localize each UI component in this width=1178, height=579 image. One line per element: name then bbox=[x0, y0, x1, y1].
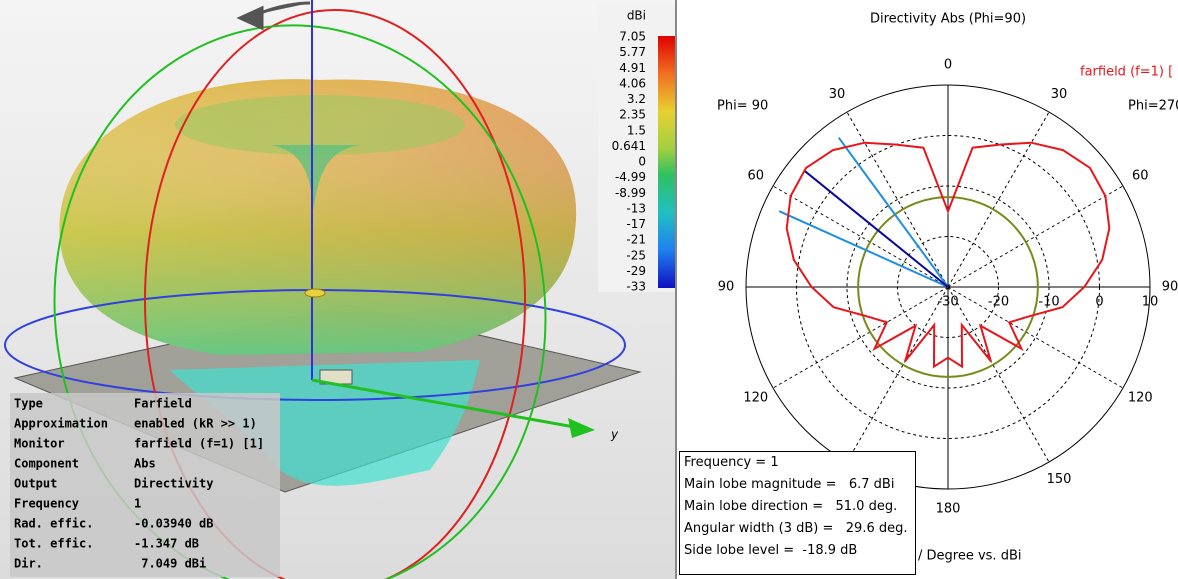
chart-title: Directivity Abs (Phi=90) bbox=[870, 12, 1026, 27]
info-value: -0.03940 dB bbox=[134, 517, 213, 531]
info-key: Dir. bbox=[14, 557, 43, 571]
spoke bbox=[947, 286, 1050, 463]
pattern-null bbox=[270, 145, 360, 210]
pattern-curve bbox=[785, 141, 1111, 369]
spoke bbox=[846, 111, 949, 288]
info-value: farfield (f=1) [1] bbox=[134, 437, 264, 451]
colorbar-tick-label: -4.99 bbox=[615, 170, 646, 184]
farfield-3d-view: y dBi 7.055.77 4.914.06 3.2 2.351.5 0.641 0-4… bbox=[0, 0, 677, 579]
r-tick-label: 10 bbox=[1142, 295, 1159, 310]
angle-tick-label: 60 bbox=[1132, 169, 1149, 184]
angle-tick-label: 60 bbox=[747, 169, 764, 184]
colorbar-tick-label: 5.77 bbox=[619, 45, 646, 59]
theta-circle-2 bbox=[53, 24, 547, 579]
angle-tick-label: 90 bbox=[1162, 280, 1178, 295]
colorbar-tick-label: 0 bbox=[638, 155, 646, 169]
colorbar-tick-label: 0.641 bbox=[612, 139, 646, 153]
info-key: Component bbox=[14, 457, 79, 471]
info-key: Rad. effic. bbox=[14, 517, 93, 531]
colorbar-tick-label: -33 bbox=[626, 280, 646, 294]
info-key: Output bbox=[14, 477, 57, 491]
info-key: Frequency bbox=[14, 497, 79, 511]
axis-label: y bbox=[610, 428, 619, 442]
legend-entry: farfield (f=1) [ bbox=[1080, 65, 1173, 80]
beam-edge bbox=[837, 137, 949, 288]
colorbar-tick-label: -25 bbox=[626, 248, 646, 262]
spoke bbox=[772, 185, 949, 288]
info-value: Farfield bbox=[134, 397, 192, 411]
colorbar-unit: dBi bbox=[627, 9, 646, 23]
spoke bbox=[772, 286, 949, 389]
info-table: Type Farfield Approximation enabled (kR >> … bbox=[14, 397, 264, 571]
r-tick-label: -20 bbox=[988, 295, 1009, 310]
info-key: Tot. effic. bbox=[14, 537, 93, 551]
results-box: Frequency = 1 Main lobe magnitude = 6.7 d… bbox=[679, 451, 916, 575]
colorbar-tick-label: -29 bbox=[626, 264, 646, 278]
spoke bbox=[947, 185, 1124, 288]
colorbar-tick-label: 1.5 bbox=[627, 123, 646, 137]
angle-tick-label: 120 bbox=[743, 391, 768, 406]
result-line: Main lobe direction = 51.0 deg. bbox=[684, 499, 898, 514]
colorbar-tick-label: -21 bbox=[626, 233, 646, 247]
feed-marker bbox=[304, 288, 326, 298]
pattern-dish bbox=[175, 95, 465, 155]
result-line: Side lobe level = -18.9 dB bbox=[684, 543, 858, 558]
result-line: Main lobe magnitude = 6.7 dBi bbox=[684, 477, 895, 492]
y-axis-arrow bbox=[568, 418, 595, 438]
angle-tick-label: 0 bbox=[944, 58, 952, 73]
info-value: -1.347 dB bbox=[134, 537, 199, 551]
grid-ring bbox=[745, 84, 1151, 490]
result-line: Frequency = 1 bbox=[684, 455, 779, 470]
grid-ring bbox=[897, 236, 999, 338]
angle-tick-label: 150 bbox=[1047, 472, 1072, 487]
y-axis bbox=[311, 378, 581, 430]
r-tick-label: -30 bbox=[937, 295, 958, 310]
info-value: enabled (kR >> 1) bbox=[134, 417, 257, 431]
spoke bbox=[947, 286, 1124, 389]
colorbar-tick-label: -13 bbox=[626, 201, 646, 215]
colorbar-tick-label: 7.05 bbox=[619, 30, 646, 44]
back-lobes bbox=[170, 360, 480, 486]
info-value: 1 bbox=[134, 497, 141, 511]
radiation-pattern-shade bbox=[59, 79, 577, 355]
info-value: Abs bbox=[134, 457, 156, 471]
rotation-arrow bbox=[236, 1, 311, 31]
colorbar-tick-label: 4.91 bbox=[619, 61, 646, 75]
result-line: Angular width (3 dB) = 29.6 deg. bbox=[684, 521, 908, 536]
right-label: Phi=270 bbox=[1128, 99, 1178, 114]
info-key: Type bbox=[14, 397, 43, 411]
r-tick-label: 0 bbox=[1095, 295, 1103, 310]
theta-circle bbox=[144, 9, 526, 579]
colorbar-tick-label: 3.2 bbox=[627, 92, 646, 106]
angle-tick-label: 30 bbox=[829, 87, 846, 102]
info-value: Directivity bbox=[134, 477, 213, 491]
angle-tick-label: 30 bbox=[1051, 87, 1068, 102]
info-key: Approximation bbox=[14, 417, 108, 431]
colorbar bbox=[658, 36, 675, 288]
colorbar-tick-label: 2.35 bbox=[619, 108, 646, 122]
r-tick-label: -10 bbox=[1038, 295, 1059, 310]
colorbar-tick-label: -8.99 bbox=[615, 186, 646, 200]
angle-tick-label: 180 bbox=[936, 502, 961, 517]
angle-tick-label: 90 bbox=[718, 280, 735, 295]
left-label: Phi= 90 bbox=[717, 99, 768, 114]
main-lobe-direction bbox=[803, 169, 949, 288]
colorbar-tick-label: 4.06 bbox=[619, 76, 646, 90]
separator bbox=[675, 0, 677, 579]
side-lobe-level bbox=[857, 196, 1039, 378]
info-table-background bbox=[10, 393, 280, 577]
grid-ring bbox=[796, 135, 1100, 439]
beam-edge bbox=[778, 210, 949, 288]
grid-ring bbox=[846, 185, 1050, 389]
info-value: 7.049 dBi bbox=[134, 557, 206, 571]
info-key: Monitor bbox=[14, 437, 65, 451]
spoke bbox=[947, 111, 1050, 288]
colorbar-ticks: 7.055.77 4.914.06 3.2 2.351.5 0.641 0-4.99 -8.… bbox=[612, 30, 646, 294]
angle-tick-label: 120 bbox=[1128, 391, 1153, 406]
x-axis-label: / Degree vs. dBi bbox=[918, 549, 1021, 564]
spoke bbox=[846, 286, 949, 463]
colorbar-tick-label: -17 bbox=[626, 217, 646, 231]
